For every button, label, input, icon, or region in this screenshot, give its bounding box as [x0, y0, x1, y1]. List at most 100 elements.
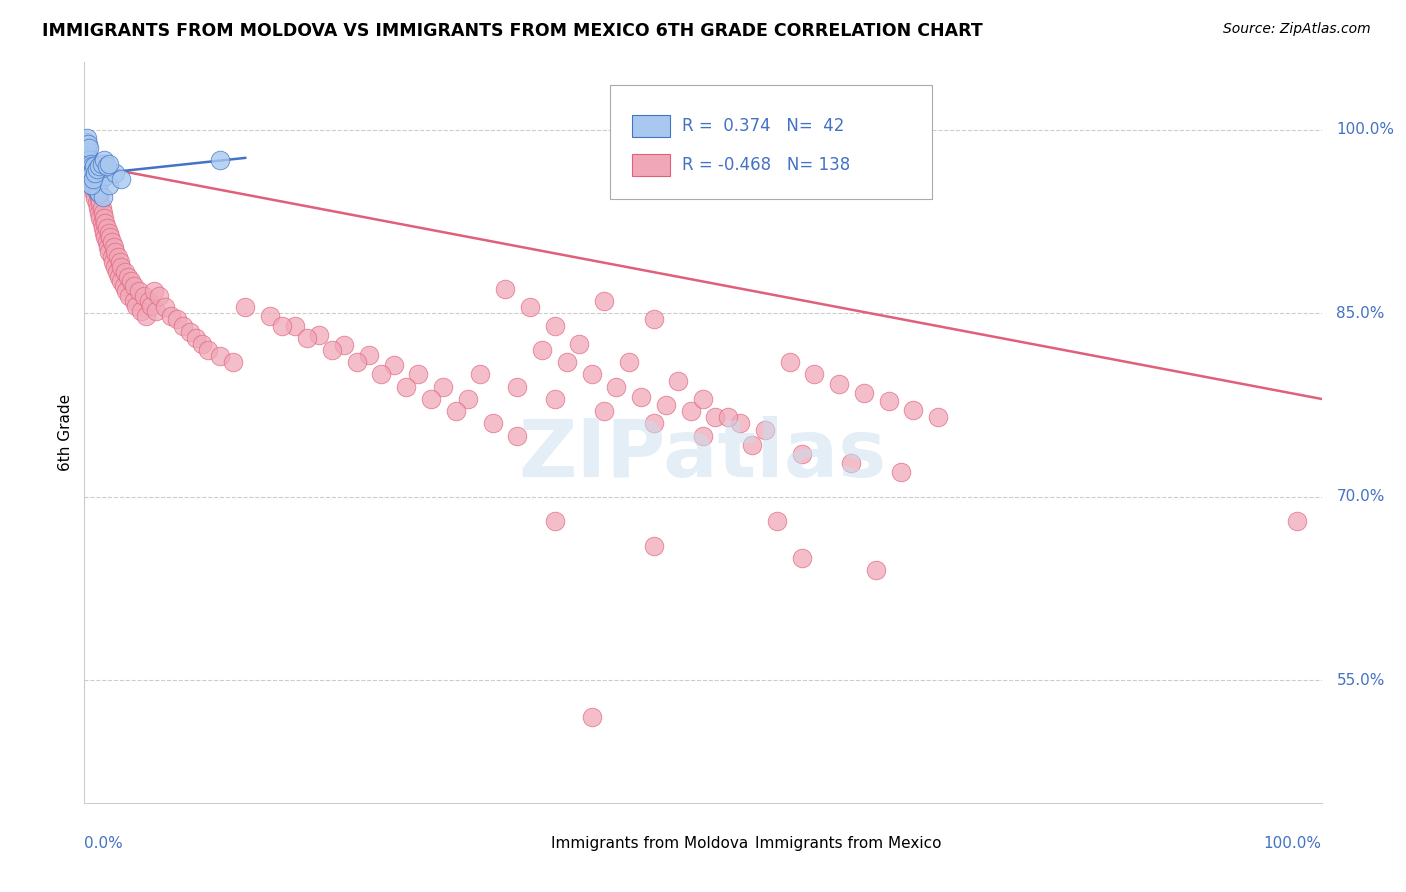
Point: [79, 178, 101, 192]
Y-axis label: 6th Grade: 6th Grade: [58, 394, 73, 471]
Point: [115, 285, 138, 299]
Point: [519, 300, 541, 314]
Point: [87, 186, 110, 201]
Text: R = -0.468   N= 138: R = -0.468 N= 138: [682, 155, 851, 174]
Point: [90, 157, 112, 171]
Point: [803, 368, 825, 382]
Point: [395, 380, 418, 394]
Point: [91, 220, 114, 235]
Point: [531, 343, 554, 357]
Point: [90, 216, 112, 230]
Point: [76, 141, 98, 155]
Point: [593, 294, 616, 309]
Point: [84, 165, 107, 179]
Point: [79, 157, 101, 171]
Point: [841, 456, 863, 470]
Point: [135, 309, 157, 323]
Point: [76, 157, 98, 171]
Point: [865, 563, 887, 577]
Point: [128, 285, 150, 299]
Point: [141, 299, 163, 313]
Point: [89, 160, 111, 174]
Point: [259, 309, 281, 323]
Text: IMMIGRANTS FROM MOLDOVA VS IMMIGRANTS FROM MEXICO 6TH GRADE CORRELATION CHART: IMMIGRANTS FROM MOLDOVA VS IMMIGRANTS FR…: [42, 22, 983, 40]
Point: [593, 404, 616, 418]
Point: [581, 368, 603, 382]
Point: [741, 438, 763, 452]
Point: [1285, 514, 1308, 528]
Point: [76, 141, 98, 155]
Point: [79, 169, 101, 184]
Point: [605, 380, 627, 394]
Point: [444, 404, 467, 418]
Point: [470, 368, 492, 382]
Point: [83, 178, 105, 192]
Point: [877, 394, 900, 409]
Point: [117, 269, 139, 284]
Point: [110, 275, 132, 289]
Point: [132, 289, 155, 303]
Point: [80, 171, 103, 186]
Point: [104, 165, 127, 179]
Point: [79, 141, 101, 155]
Point: [84, 169, 107, 184]
Point: [98, 157, 121, 171]
Point: [233, 300, 256, 314]
Point: [93, 211, 115, 225]
Point: [419, 392, 441, 406]
Point: [506, 380, 529, 394]
Point: [77, 161, 100, 176]
Point: [93, 226, 115, 240]
Point: [86, 184, 108, 198]
Point: [89, 196, 111, 211]
Point: [80, 177, 103, 191]
Text: 100.0%: 100.0%: [1337, 122, 1395, 137]
FancyBboxPatch shape: [716, 834, 748, 853]
Text: R =  0.374   N=  42: R = 0.374 N= 42: [682, 117, 845, 135]
Point: [80, 165, 103, 179]
Point: [717, 410, 740, 425]
Point: [370, 368, 392, 382]
Point: [89, 206, 111, 220]
Point: [104, 260, 127, 274]
Point: [110, 171, 132, 186]
Point: [408, 368, 430, 382]
Text: Immigrants from Moldova: Immigrants from Moldova: [551, 836, 748, 851]
Point: [80, 161, 103, 176]
Point: [308, 328, 330, 343]
Point: [105, 265, 128, 279]
Point: [98, 178, 121, 192]
Point: [790, 447, 813, 461]
Point: [543, 318, 565, 333]
Point: [110, 260, 132, 274]
Point: [82, 167, 104, 181]
Point: [75, 153, 97, 168]
Point: [581, 710, 603, 724]
Point: [96, 160, 118, 174]
Point: [704, 410, 727, 425]
Point: [77, 150, 100, 164]
Point: [191, 337, 214, 351]
Point: [104, 245, 127, 260]
Point: [754, 423, 776, 437]
Point: [75, 135, 97, 149]
Point: [83, 186, 105, 201]
Point: [779, 355, 801, 369]
Point: [153, 300, 176, 314]
Point: [481, 417, 503, 431]
Point: [86, 161, 108, 176]
Point: [110, 255, 132, 269]
Point: [432, 380, 454, 394]
Point: [87, 201, 110, 215]
Point: [76, 131, 98, 145]
Point: [766, 514, 789, 528]
Point: [494, 282, 516, 296]
Point: [79, 157, 101, 171]
Point: [91, 206, 114, 220]
Text: Immigrants from Mexico: Immigrants from Mexico: [755, 836, 942, 851]
Point: [148, 289, 170, 303]
Point: [82, 171, 104, 186]
Point: [457, 392, 479, 406]
Point: [79, 171, 101, 186]
Text: Source: ZipAtlas.com: Source: ZipAtlas.com: [1223, 22, 1371, 37]
